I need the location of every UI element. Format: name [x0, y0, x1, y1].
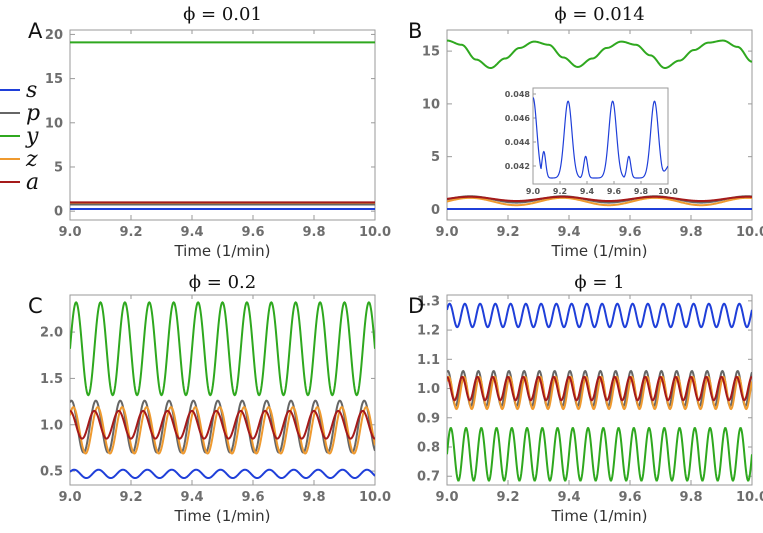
x-axis-label: Time (1/min)	[550, 242, 647, 260]
panel-letter: B	[408, 19, 422, 43]
legend-label-z: z	[25, 147, 38, 172]
y-tick-label: 15	[45, 72, 63, 87]
plot-frame	[69, 294, 376, 486]
x-axis-label: Time (1/min)	[173, 242, 270, 260]
inset-frame	[532, 87, 669, 185]
inset-y-tick-label: 0.042	[505, 162, 530, 171]
plot-frame	[446, 29, 753, 221]
x-tick-label: 10.0	[736, 225, 763, 240]
x-tick-label: 9.2	[496, 490, 519, 505]
y-tick-label: 0	[54, 205, 63, 220]
inset-y-tick-label: 0.044	[505, 138, 531, 147]
y-tick-label: 0.9	[417, 411, 440, 426]
y-tick-label: 5	[431, 150, 440, 165]
panel-title: ϕ = 0.01	[183, 4, 262, 25]
inset-x-tick-label: 9.0	[526, 187, 541, 196]
y-tick-label: 15	[422, 45, 440, 60]
series-line-z	[447, 196, 752, 207]
x-axis-label: Time (1/min)	[550, 507, 647, 525]
x-tick-label: 9.8	[679, 225, 702, 240]
x-tick-label: 9.4	[557, 490, 580, 505]
x-tick-label: 10.0	[359, 490, 391, 505]
x-tick-label: 9.4	[180, 490, 203, 505]
x-tick-label: 10.0	[736, 490, 763, 505]
panel-a: 9.0 9.2 9.4 9.6 9.8 10.0 0 5 10 15 20 Time (1/min) ϕ…	[28, 4, 391, 260]
inset-x-tick-label: 9.8	[634, 187, 649, 196]
x-tick-label: 9.8	[679, 490, 702, 505]
y-tick-label: 0.5	[40, 465, 63, 480]
series-line-s	[70, 468, 375, 480]
panel-title: ϕ = 1	[574, 272, 624, 293]
legend-label-a: a	[26, 170, 39, 195]
y-tick-label: 1.1	[417, 353, 440, 368]
legend-label-p: p	[26, 101, 40, 126]
x-tick-label: 9.0	[435, 225, 458, 240]
y-tick-label: 20	[45, 28, 63, 43]
inset-x-tick-label: 9.2	[553, 187, 567, 196]
series-line-z	[70, 406, 375, 455]
x-tick-label: 9.0	[58, 225, 81, 240]
series-line-y	[447, 39, 752, 70]
y-tick-label: 0.8	[417, 441, 440, 456]
series-line-a	[447, 195, 752, 202]
x-tick-label: 9.2	[496, 225, 519, 240]
y-tick-label: 1.0	[417, 382, 440, 397]
panel-d: 9.0 9.2 9.4 9.6 9.8 10.0 0.7 0.8 0.9 1.0 1.1 1.2 1.3…	[408, 272, 763, 525]
inset-x-tick-label: 9.4	[580, 187, 595, 196]
series-line-a	[447, 375, 752, 402]
plot-frame	[69, 29, 376, 221]
y-tick-label: 10	[422, 97, 440, 112]
x-tick-label: 10.0	[359, 225, 391, 240]
x-axis-label: Time (1/min)	[173, 507, 270, 525]
y-tick-label: 0.7	[417, 470, 440, 485]
inset-y-tick-label: 0.048	[505, 90, 531, 99]
panel-letter: C	[28, 294, 43, 318]
panel-letter: D	[408, 294, 424, 318]
legend-label-y: y	[25, 124, 39, 149]
y-tick-label: 1.3	[417, 294, 440, 309]
x-tick-label: 9.6	[618, 490, 641, 505]
x-tick-label: 9.8	[302, 225, 325, 240]
x-tick-label: 9.0	[435, 490, 458, 505]
y-tick-label: 5	[54, 160, 63, 175]
y-tick-label: 10	[45, 116, 63, 131]
inset-series-line	[533, 97, 668, 179]
x-tick-label: 9.0	[58, 490, 81, 505]
y-tick-label: 2.0	[40, 326, 63, 341]
panel-letter: A	[28, 19, 43, 43]
panel-title: ϕ = 0.014	[554, 4, 644, 25]
x-tick-label: 9.6	[618, 225, 641, 240]
x-tick-label: 9.2	[119, 490, 142, 505]
x-tick-label: 9.4	[557, 225, 580, 240]
x-tick-label: 9.4	[180, 225, 203, 240]
series-line-p	[70, 399, 375, 454]
panel-c: 9.0 9.2 9.4 9.6 9.8 10.0 0.5 1.0 1.5 2.0 Time (1/m…	[28, 272, 391, 525]
panel-b: 9.0 9.2 9.4 9.6 9.8 10.0 0 5 10 15 Time (1/min) ϕ =…	[408, 4, 763, 260]
y-tick-label: 1.2	[417, 324, 440, 339]
series-line-y	[447, 427, 752, 482]
series-line-z	[447, 375, 752, 411]
inset-x-tick-label: 10.0	[658, 187, 678, 196]
series-line-s	[447, 302, 752, 329]
inset: 9.0 9.2 9.4 9.6 9.8 10.0 0.042 0.044 0.046 0.048	[505, 87, 678, 196]
series-line-a	[70, 409, 375, 440]
x-tick-label: 9.6	[241, 225, 264, 240]
series-line-y	[70, 301, 375, 397]
x-tick-label: 9.8	[302, 490, 325, 505]
inset-x-tick-label: 9.6	[607, 187, 622, 196]
y-tick-label: 1.5	[40, 372, 63, 387]
x-tick-label: 9.2	[119, 225, 142, 240]
inset-y-tick-label: 0.046	[505, 114, 531, 123]
x-tick-label: 9.6	[241, 490, 264, 505]
y-tick-label: 0	[431, 203, 440, 218]
legend-label-s: s	[26, 78, 37, 103]
plot-frame	[446, 294, 753, 486]
y-tick-label: 1.0	[40, 418, 63, 433]
panel-title: ϕ = 0.2	[189, 272, 256, 293]
